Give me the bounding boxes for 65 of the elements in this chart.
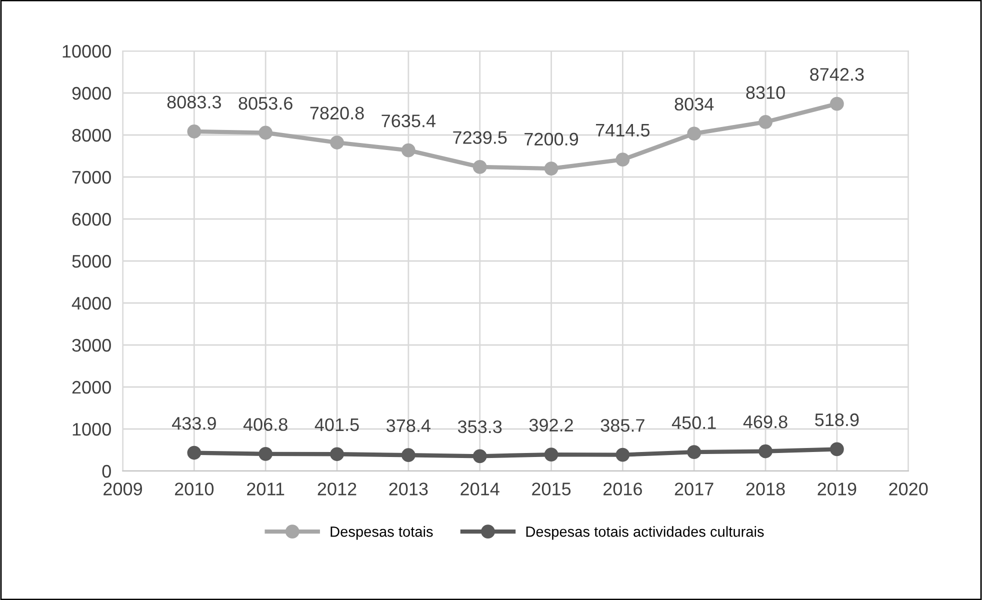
data-label: 450.1 <box>672 416 716 430</box>
x-tick-label: 2018 <box>746 482 785 496</box>
point <box>472 449 487 464</box>
data-label: 401.5 <box>314 418 359 432</box>
y-tick-label: 5000 <box>72 254 111 268</box>
y-tick-label: 10000 <box>62 44 111 58</box>
data-label: 378.4 <box>386 419 430 432</box>
x-tick-label: 2016 <box>604 482 642 496</box>
data-label: 385.7 <box>600 419 644 432</box>
point <box>472 160 487 174</box>
x-tick-label: 2010 <box>174 482 214 496</box>
data-label: 8742.3 <box>810 68 864 81</box>
point <box>616 152 630 167</box>
point <box>187 124 202 138</box>
point <box>330 136 344 150</box>
point <box>401 143 416 158</box>
point <box>616 448 630 462</box>
y-tick-label: 6000 <box>72 212 111 226</box>
point <box>758 444 772 458</box>
y-tick-label: 7000 <box>72 170 111 184</box>
x-tick-label: 2017 <box>674 482 714 496</box>
y-tick-label: 9000 <box>72 86 111 100</box>
x-tick-label: 2014 <box>460 482 500 496</box>
x-tick-label: 2012 <box>318 482 356 496</box>
point <box>544 162 558 176</box>
legend-label: Despesas totais actividades culturais <box>526 526 764 540</box>
x-tick-label: 2020 <box>889 482 928 496</box>
point <box>187 446 202 460</box>
y-tick-label: 2000 <box>72 380 111 394</box>
point <box>830 96 844 111</box>
y-tick-label: 0 <box>102 464 111 478</box>
data-label: 7635.4 <box>382 114 436 128</box>
y-tick-label: 4000 <box>72 296 111 310</box>
point <box>401 448 416 462</box>
y-tick-label: 8000 <box>72 128 111 142</box>
point <box>544 448 558 462</box>
point <box>830 442 844 456</box>
x-tick-label: 2015 <box>532 482 571 496</box>
data-label: 392.2 <box>529 418 573 432</box>
point <box>330 447 344 462</box>
data-label: 353.3 <box>458 420 502 434</box>
data-label: 8310 <box>746 86 785 99</box>
point <box>687 445 702 460</box>
y-tick-label: 1000 <box>72 422 111 436</box>
data-label: 433.9 <box>172 416 216 430</box>
y-tick-label: 3000 <box>72 338 111 352</box>
data-label: 8034 <box>674 98 714 111</box>
x-tick-label: 2011 <box>247 482 284 496</box>
point <box>258 126 273 140</box>
data-label: 7820.8 <box>310 106 364 120</box>
legend-label: Despesas totais <box>330 526 433 540</box>
point <box>687 126 702 141</box>
x-tick-label: 2019 <box>818 482 856 496</box>
point <box>758 115 772 129</box>
data-label: 8053.6 <box>238 96 292 110</box>
point <box>258 446 273 461</box>
x-tick-label: 2013 <box>389 482 428 496</box>
data-label: 8083.3 <box>167 96 221 108</box>
data-label: 469.8 <box>743 415 788 428</box>
data-label: 7414.5 <box>596 124 650 137</box>
data-label: 406.8 <box>243 418 288 431</box>
x-tick-label: 2009 <box>104 482 142 496</box>
data-label: 518.9 <box>815 413 859 426</box>
data-label: 7239.5 <box>453 131 507 144</box>
data-label: 7200.9 <box>524 132 578 146</box>
